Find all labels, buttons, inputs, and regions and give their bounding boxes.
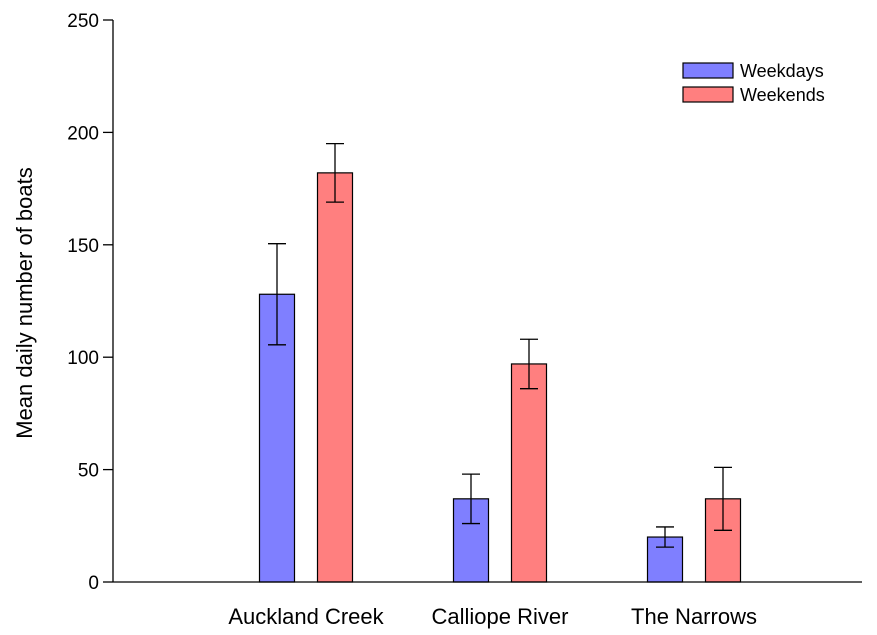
- y-tick-label: 150: [67, 236, 99, 257]
- x-tick-label: Calliope River: [432, 604, 569, 629]
- labels-layer: Auckland Creek Calliope River The Narrows 0…: [12, 11, 757, 629]
- legend: Weekdays Weekends: [682, 61, 825, 105]
- axes-layer: [103, 19, 862, 583]
- y-tick-label: 250: [67, 11, 99, 32]
- legend-swatch-weekdays: [682, 62, 734, 79]
- bar-weekends-2: [704, 498, 742, 583]
- bars-layer: [258, 172, 742, 583]
- bar-weekends-1: [510, 363, 548, 583]
- error-bars-layer: [268, 142, 732, 548]
- y-tick-label: 200: [67, 123, 99, 144]
- legend-label-weekdays: Weekdays: [740, 61, 824, 81]
- x-tick-label: The Narrows: [631, 604, 757, 629]
- x-tick-label: Auckland Creek: [228, 604, 384, 629]
- bar-weekends-0: [316, 172, 354, 583]
- y-tick-label: 0: [88, 573, 99, 594]
- legend-swatch-weekends: [682, 86, 734, 103]
- y-tick-label: 100: [67, 348, 99, 369]
- y-tick-label: 50: [78, 461, 99, 482]
- legend-label-weekends: Weekends: [740, 85, 825, 105]
- y-axis-title: Mean daily number of boats: [12, 167, 37, 439]
